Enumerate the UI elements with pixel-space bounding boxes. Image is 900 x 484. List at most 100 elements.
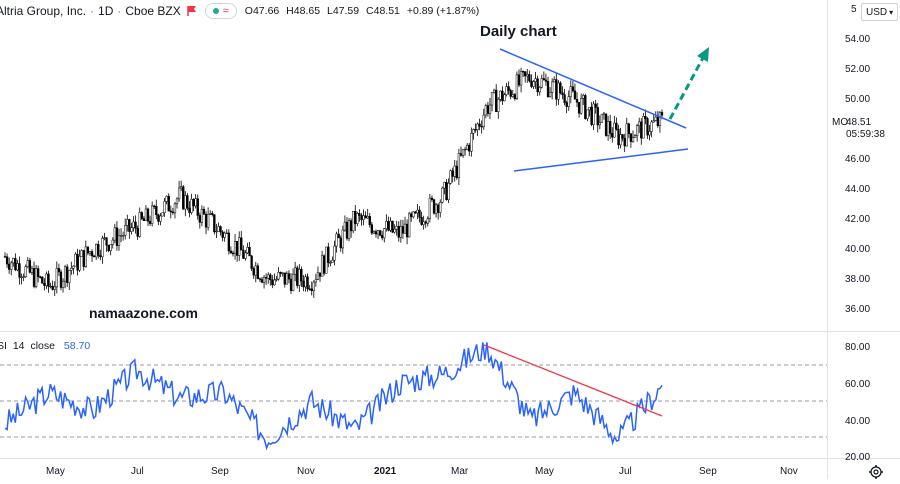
candle-body	[157, 214, 160, 222]
settings-gear-icon[interactable]	[869, 465, 883, 479]
candle-body	[61, 280, 65, 288]
candle-body	[124, 225, 127, 236]
candle-body	[219, 226, 222, 233]
candle-body	[24, 266, 27, 277]
candle-body	[151, 205, 154, 224]
candle-body	[534, 78, 537, 82]
candle-body	[358, 213, 361, 216]
candle-body	[126, 219, 129, 226]
candle-body	[422, 221, 425, 225]
candle-body	[513, 94, 516, 99]
candle-body	[109, 244, 112, 252]
rsi-trendline[interactable]	[483, 344, 663, 417]
candle-body	[66, 266, 69, 283]
candle-body	[296, 267, 299, 286]
candle-body	[117, 235, 121, 246]
candle-body	[300, 269, 303, 282]
candle-body	[339, 237, 342, 249]
candle-body	[575, 98, 579, 103]
candle-body	[223, 232, 226, 238]
candle-body	[256, 265, 260, 279]
candle-body	[515, 74, 519, 99]
rsi-legend: SI 14 close 58.70	[0, 340, 90, 352]
candle-body	[459, 153, 463, 156]
candle-body	[225, 232, 228, 235]
candle-body	[41, 276, 44, 284]
candle-body	[385, 221, 388, 229]
breakout-arrow-line[interactable]	[668, 55, 706, 120]
interval-label[interactable]: 1D	[98, 4, 114, 18]
candle-body	[517, 74, 521, 86]
symbol-name[interactable]: Altria Group, Inc.	[0, 4, 87, 18]
candle-body	[401, 226, 405, 234]
candle-body	[88, 251, 92, 254]
ohlc-high: 48.65	[293, 5, 321, 17]
candle-body	[314, 279, 318, 283]
price-tick: 36.00	[845, 304, 870, 315]
candle-body	[182, 186, 185, 210]
header-separator: ·	[90, 4, 95, 18]
candle-body	[275, 278, 278, 281]
candle-body	[267, 274, 270, 279]
currency-selector[interactable]: USD ▾	[861, 3, 899, 21]
rsi-legend-period: 14	[13, 340, 25, 352]
candle-body	[588, 106, 591, 111]
candle-body	[186, 195, 189, 209]
flag-icon[interactable]	[187, 5, 197, 17]
candle-body	[16, 263, 19, 271]
candle-body	[194, 198, 197, 207]
candle-body	[76, 253, 79, 271]
upper-trendline[interactable]	[499, 48, 687, 129]
candle-body	[343, 221, 347, 231]
candle-body	[621, 134, 624, 139]
candle-body	[101, 237, 104, 258]
candle-body	[505, 86, 508, 95]
lower-trendline[interactable]	[513, 148, 689, 172]
last-price-symbol: MO	[832, 117, 848, 128]
candle-body	[592, 103, 595, 125]
candle-body	[658, 112, 662, 126]
candle-body	[378, 230, 382, 236]
candle-body	[399, 226, 403, 238]
candle-body	[221, 231, 224, 238]
candle-body	[602, 113, 606, 115]
candle-body	[470, 133, 473, 152]
candle-body	[374, 231, 378, 235]
candle-body	[327, 246, 330, 263]
candle-body	[82, 250, 85, 267]
ohlc-change: +0.89 (+1.87%)	[406, 5, 480, 17]
candle-body	[488, 104, 492, 114]
candle-body	[291, 273, 295, 291]
candle-body	[180, 186, 183, 189]
candle-body	[389, 220, 392, 231]
candle-body	[146, 208, 150, 222]
candle-body	[447, 182, 450, 201]
candle-body	[412, 211, 415, 218]
market-status-pill[interactable]: ≈	[204, 3, 237, 19]
candle-body	[43, 282, 46, 286]
candle-body	[72, 265, 75, 269]
candle-body	[310, 288, 313, 291]
price-tick: 52.00	[845, 64, 870, 75]
candle-body	[455, 165, 458, 179]
candle-body	[362, 215, 365, 220]
watermark-annotation: namaazone.com	[89, 305, 198, 321]
candle-body	[68, 270, 71, 283]
symbol-header[interactable]: Altria Group, Inc. · 1D · Cboe BZX ≈ O47…	[0, 2, 479, 20]
candle-body	[383, 228, 386, 239]
candle-body	[542, 78, 546, 81]
candle-body	[204, 213, 208, 228]
candle-body	[242, 249, 245, 259]
candle-body	[331, 259, 334, 263]
candle-body	[238, 237, 241, 256]
candle-body	[308, 288, 311, 290]
candle-body	[495, 89, 498, 112]
price-tick: 50.00	[845, 94, 870, 105]
candle-body	[629, 133, 633, 142]
candle-body	[167, 195, 170, 212]
candle-body	[213, 214, 216, 233]
candle-body	[615, 122, 618, 130]
candle-body	[287, 273, 291, 280]
